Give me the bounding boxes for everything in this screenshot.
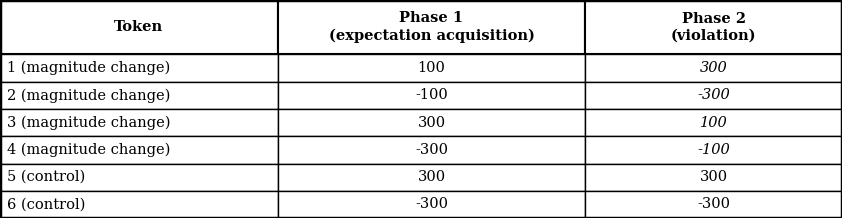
- Bar: [0, 82, 278, 109]
- Bar: [585, 136, 842, 164]
- Bar: [585, 0, 842, 54]
- Text: 300: 300: [700, 170, 727, 184]
- Text: 300: 300: [418, 170, 445, 184]
- Text: 3 (magnitude change): 3 (magnitude change): [7, 115, 170, 130]
- Bar: [585, 82, 842, 109]
- Text: Phase 2
(violation): Phase 2 (violation): [671, 12, 756, 43]
- Text: 4 (magnitude change): 4 (magnitude change): [7, 143, 170, 157]
- Text: 100: 100: [418, 61, 445, 75]
- Bar: [278, 136, 585, 164]
- Text: 300: 300: [700, 61, 727, 75]
- Bar: [278, 164, 585, 191]
- Bar: [0, 164, 278, 191]
- Bar: [0, 191, 278, 218]
- Text: -300: -300: [415, 143, 448, 157]
- Bar: [585, 109, 842, 136]
- Bar: [0, 109, 278, 136]
- Text: 1 (magnitude change): 1 (magnitude change): [7, 61, 170, 75]
- Text: -100: -100: [697, 143, 730, 157]
- Text: -300: -300: [697, 197, 730, 211]
- Text: -300: -300: [697, 88, 730, 102]
- Bar: [0, 54, 278, 82]
- Bar: [278, 54, 585, 82]
- Text: 100: 100: [700, 116, 727, 130]
- Bar: [0, 0, 278, 54]
- Bar: [278, 82, 585, 109]
- Bar: [278, 109, 585, 136]
- Bar: [278, 0, 585, 54]
- Text: 5 (control): 5 (control): [7, 170, 85, 184]
- Text: Token: Token: [115, 20, 163, 34]
- Bar: [585, 54, 842, 82]
- Bar: [0, 136, 278, 164]
- Bar: [585, 164, 842, 191]
- Text: 300: 300: [418, 116, 445, 130]
- Text: -300: -300: [415, 197, 448, 211]
- Text: -100: -100: [415, 88, 448, 102]
- Text: Phase 1
(expectation acquisition): Phase 1 (expectation acquisition): [328, 11, 535, 43]
- Text: 6 (control): 6 (control): [7, 197, 85, 211]
- Text: 2 (magnitude change): 2 (magnitude change): [7, 88, 170, 103]
- Bar: [585, 191, 842, 218]
- Bar: [278, 191, 585, 218]
